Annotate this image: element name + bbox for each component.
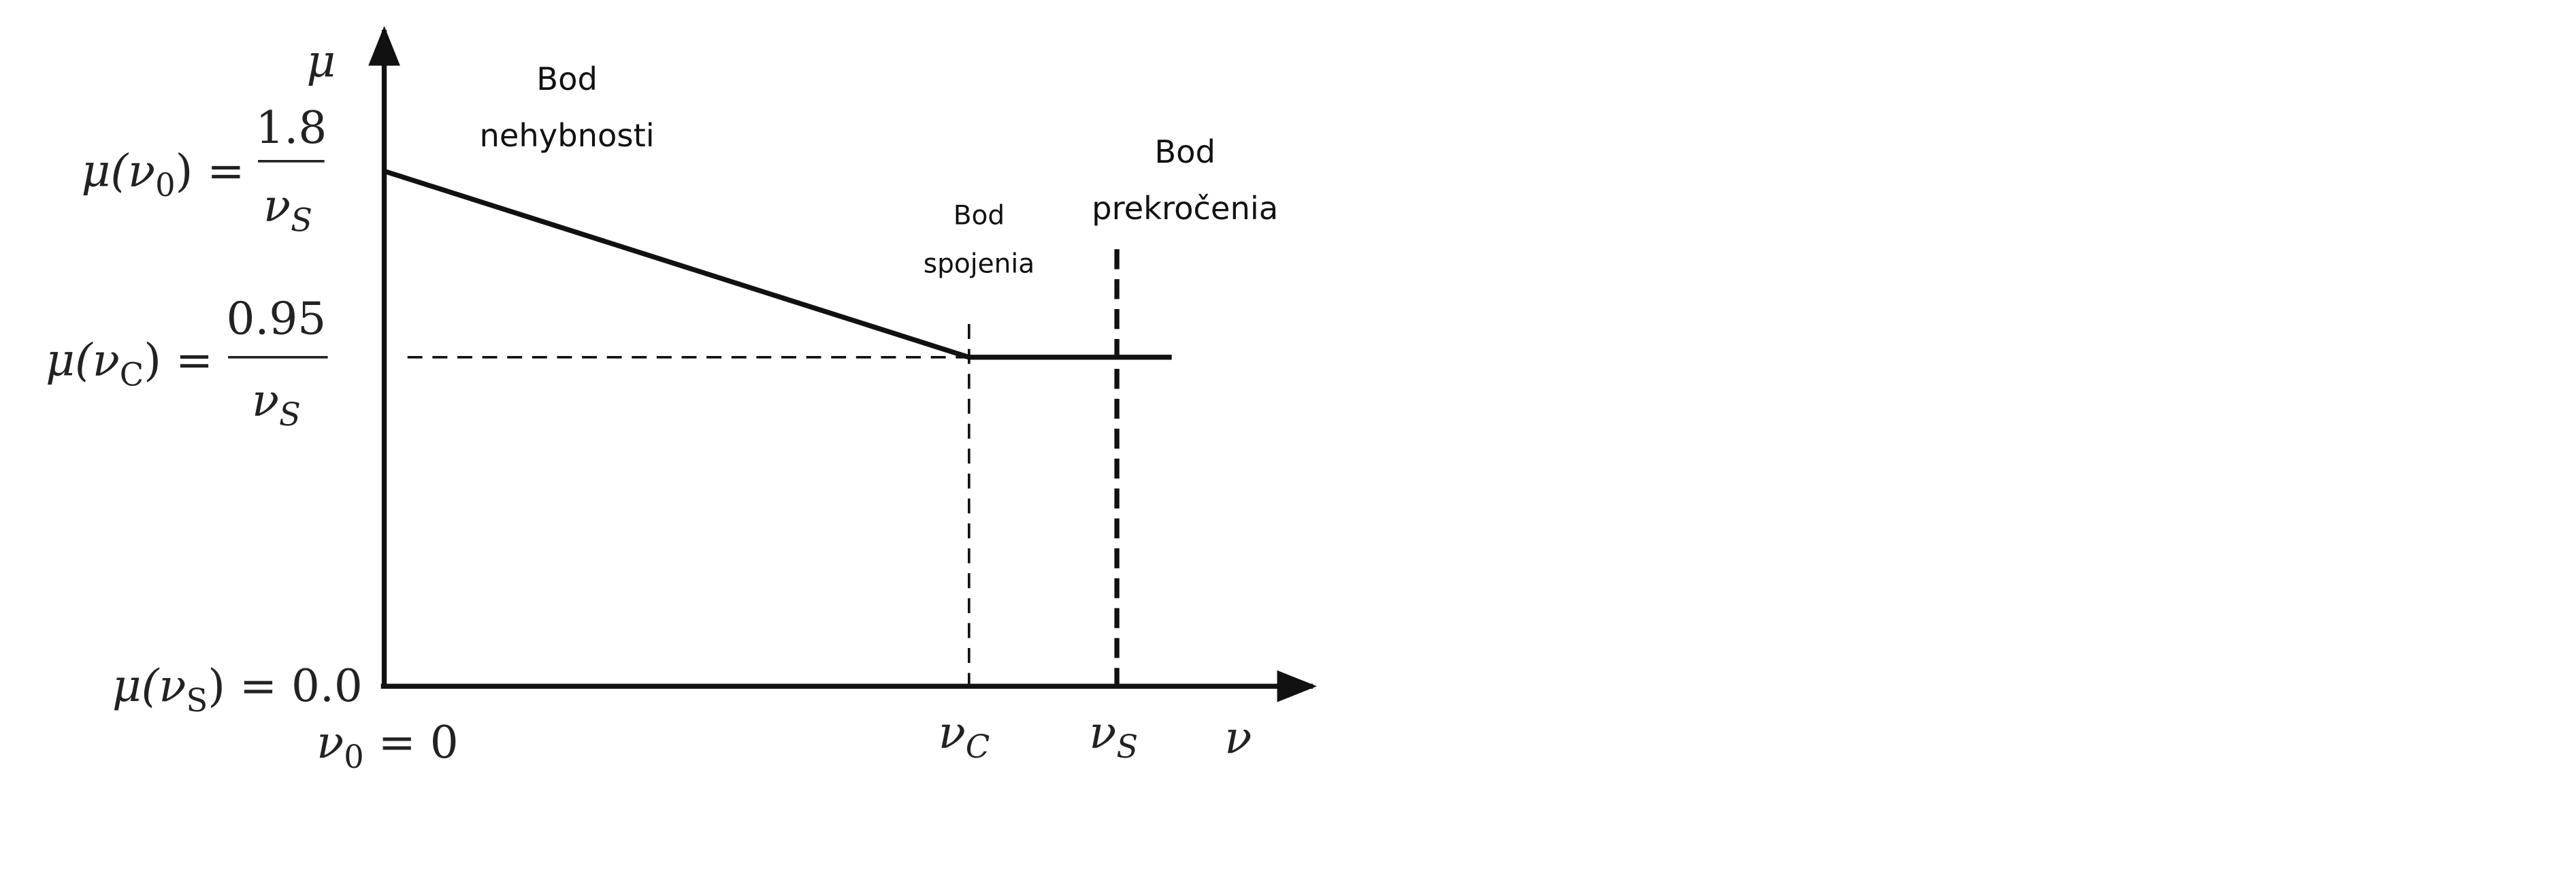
denominator: νS — [252, 374, 301, 433]
x-label: ν0 = 0 — [316, 716, 459, 775]
sub: 0 — [344, 739, 364, 775]
rest: = 0 — [364, 716, 459, 768]
annotation: Bod — [953, 201, 1005, 231]
den-sub: S — [291, 201, 312, 238]
sub: S — [1116, 728, 1138, 765]
friction-slope — [383, 168, 970, 360]
func: μ(ν — [112, 660, 186, 712]
close: ) = — [176, 144, 245, 197]
numerator: 1.8 — [255, 101, 327, 154]
x-label: νS — [1089, 706, 1138, 765]
y-label: μ(νC) = — [46, 334, 213, 393]
annotation: Bod — [536, 61, 598, 97]
den-sub: S — [279, 396, 301, 433]
annotation: nehybnosti — [479, 117, 654, 154]
denominator: νS — [263, 180, 312, 239]
numerator: 0.95 — [227, 293, 327, 345]
close: ) = 0.0 — [208, 660, 363, 712]
base: ν — [316, 716, 344, 768]
den: ν — [263, 180, 291, 232]
annotation: prekročenia — [1092, 190, 1278, 227]
x-label: νC — [939, 706, 990, 765]
sub: 0 — [155, 167, 176, 204]
y-axis-label: μ — [306, 35, 336, 87]
x-axis-label: ν — [1224, 711, 1252, 764]
y-label: μ(ν0) = — [82, 144, 245, 204]
y-label: μ(νS) = 0.0 — [112, 660, 363, 719]
sub: C — [120, 356, 144, 393]
annotation: spojenia — [924, 248, 1034, 279]
func: μ(ν — [46, 334, 120, 387]
sub: C — [966, 728, 990, 765]
annotation: Bod — [1154, 133, 1216, 170]
close: ) = — [144, 334, 213, 387]
base: ν — [939, 706, 966, 758]
base: ν — [1089, 706, 1116, 758]
func: μ(ν — [82, 144, 156, 197]
den: ν — [252, 374, 279, 426]
sub: S — [186, 682, 208, 719]
